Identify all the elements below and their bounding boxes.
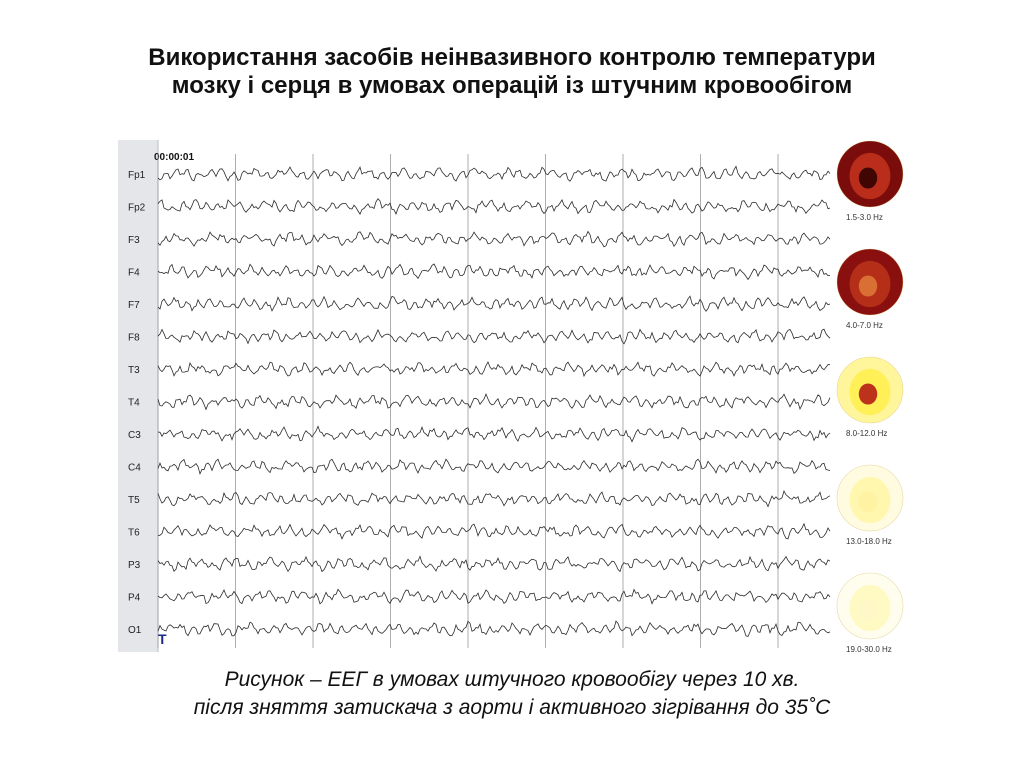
slide-title: Використання засобів неінвазивного контр… xyxy=(40,44,984,100)
eeg-trace xyxy=(157,522,831,540)
eeg-trace xyxy=(157,620,831,637)
channel-label: P4 xyxy=(128,593,141,604)
channel-label: Fp1 xyxy=(128,170,146,181)
channel-label: F7 xyxy=(128,300,140,311)
eeg-timestamp: 00:00:01 xyxy=(154,152,194,163)
eeg-trace xyxy=(157,295,831,312)
topographic-map-band-label: 1.5-3.0 Hz xyxy=(846,213,883,222)
topographic-map: 13.0-18.0 Hz xyxy=(836,464,904,546)
channel-label: F3 xyxy=(128,235,140,246)
channel-label: P3 xyxy=(128,560,141,571)
topographic-map-band-label: 8.0-12.0 Hz xyxy=(846,429,887,438)
channel-label: C3 xyxy=(128,430,141,441)
topographic-map-band-label: 13.0-18.0 Hz xyxy=(846,537,892,546)
slide-title-line-2: мозку і серця в умовах операцій із штучн… xyxy=(171,72,853,99)
channel-label: O1 xyxy=(128,625,142,636)
eeg-trace xyxy=(157,263,831,281)
channel-label: F4 xyxy=(128,268,140,279)
channel-label: Fp2 xyxy=(128,203,146,214)
eeg-trace xyxy=(157,490,831,508)
channel-label: C4 xyxy=(128,463,141,474)
channel-label-strip xyxy=(118,140,158,652)
eeg-trace xyxy=(157,198,831,215)
time-grid xyxy=(157,154,779,648)
topographic-map: 19.0-30.0 Hz xyxy=(836,572,904,652)
figure-caption-line-1: Рисунок – ЕЕГ в умовах штучного кровообі… xyxy=(224,668,800,691)
channel-label: T4 xyxy=(128,398,140,409)
eeg-trace xyxy=(157,361,831,378)
eeg-traces xyxy=(157,165,831,637)
calibration-marker: T xyxy=(158,631,167,647)
channel-label: F8 xyxy=(128,333,140,344)
topographic-map: 8.0-12.0 Hz xyxy=(836,356,904,438)
eeg-recording: 00:00:01 Fp1 Fp2 F3 F4 F7 F8 T3 T4 C3 C4 T5 T6 P3 P4 O… xyxy=(118,140,904,652)
topographic-maps: 1.5-3.0 Hz 4.0-7.0 Hz 8.0-12.0 Hz 13.0-18.0… xyxy=(836,140,904,652)
eeg-trace xyxy=(157,588,831,605)
channel-label: T6 xyxy=(128,528,140,539)
figure-caption-line-2: після зняття затискача з аорти і активно… xyxy=(193,696,831,719)
channel-label: T5 xyxy=(128,495,140,506)
topographic-map: 4.0-7.0 Hz xyxy=(836,248,904,330)
eeg-trace xyxy=(157,458,831,476)
topographic-map-band-label: 19.0-30.0 Hz xyxy=(846,645,892,652)
topographic-map: 1.5-3.0 Hz xyxy=(836,140,904,222)
eeg-trace xyxy=(157,555,831,573)
topographic-map-band-label: 4.0-7.0 Hz xyxy=(846,321,883,330)
slide-title-line-1: Використання засобів неінвазивного контр… xyxy=(148,44,876,71)
eeg-trace xyxy=(157,393,831,411)
eeg-trace xyxy=(157,425,831,443)
figure-caption: Рисунок – ЕЕГ в умовах штучного кровообі… xyxy=(60,666,964,722)
channel-label: T3 xyxy=(128,365,140,376)
channel-labels: Fp1 Fp2 F3 F4 F7 F8 T3 T4 C3 C4 T5 T6 P3 P4 O1 xyxy=(128,170,146,636)
eeg-trace xyxy=(157,230,831,248)
eeg-trace xyxy=(157,165,831,182)
eeg-trace xyxy=(157,328,831,345)
eeg-figure: 00:00:01 Fp1 Fp2 F3 F4 F7 F8 T3 T4 C3 C4 T5 T6 P3 P4 O… xyxy=(118,140,908,652)
